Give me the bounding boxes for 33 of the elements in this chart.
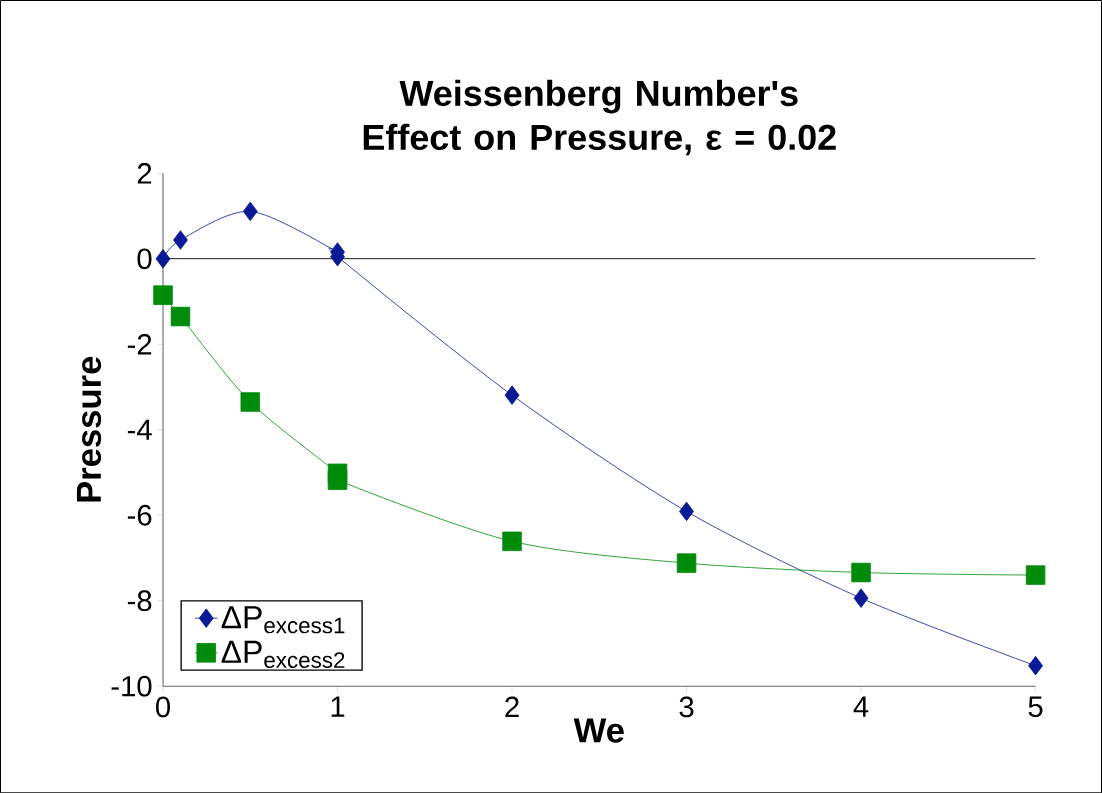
point xyxy=(851,562,871,583)
y-tick-label: -6 xyxy=(127,504,152,526)
x-tick-label: 3 xyxy=(679,696,694,718)
point xyxy=(504,385,520,405)
x-tick-label: 0 xyxy=(156,696,171,718)
x-tick-label: 2 xyxy=(505,696,519,717)
point xyxy=(240,392,260,412)
point xyxy=(502,531,522,551)
x-tick-label: 5 xyxy=(1028,696,1043,717)
point xyxy=(155,248,171,269)
point xyxy=(242,201,258,221)
point xyxy=(327,470,348,490)
x-tick-label: 1 xyxy=(331,696,345,717)
y-tick-label: 2 xyxy=(137,162,152,184)
y-axis-title: Pressure xyxy=(76,356,102,502)
y-tick-label: -8 xyxy=(127,590,152,611)
point xyxy=(679,501,694,521)
point xyxy=(173,230,188,250)
x-tick-label: 4 xyxy=(853,696,869,717)
point xyxy=(153,285,173,305)
y-tick-label: 0 xyxy=(137,248,152,270)
point xyxy=(170,306,191,327)
x-axis-title: We xyxy=(573,718,624,743)
y-tick-label: -2 xyxy=(127,333,152,355)
point xyxy=(1025,565,1046,585)
legend-label: ΔP$_{excess1}$ xyxy=(221,606,345,634)
point xyxy=(1028,655,1043,676)
point xyxy=(676,553,697,573)
legend-label: ΔP$_{excess2}$ xyxy=(221,640,345,668)
y-tick-label: -10 xyxy=(111,675,152,697)
chart-title: Weissenberg Number's Effect on Pressure, ε = 0.02 xyxy=(363,79,836,156)
y-tick-label: -4 xyxy=(127,419,152,440)
point xyxy=(853,588,869,608)
